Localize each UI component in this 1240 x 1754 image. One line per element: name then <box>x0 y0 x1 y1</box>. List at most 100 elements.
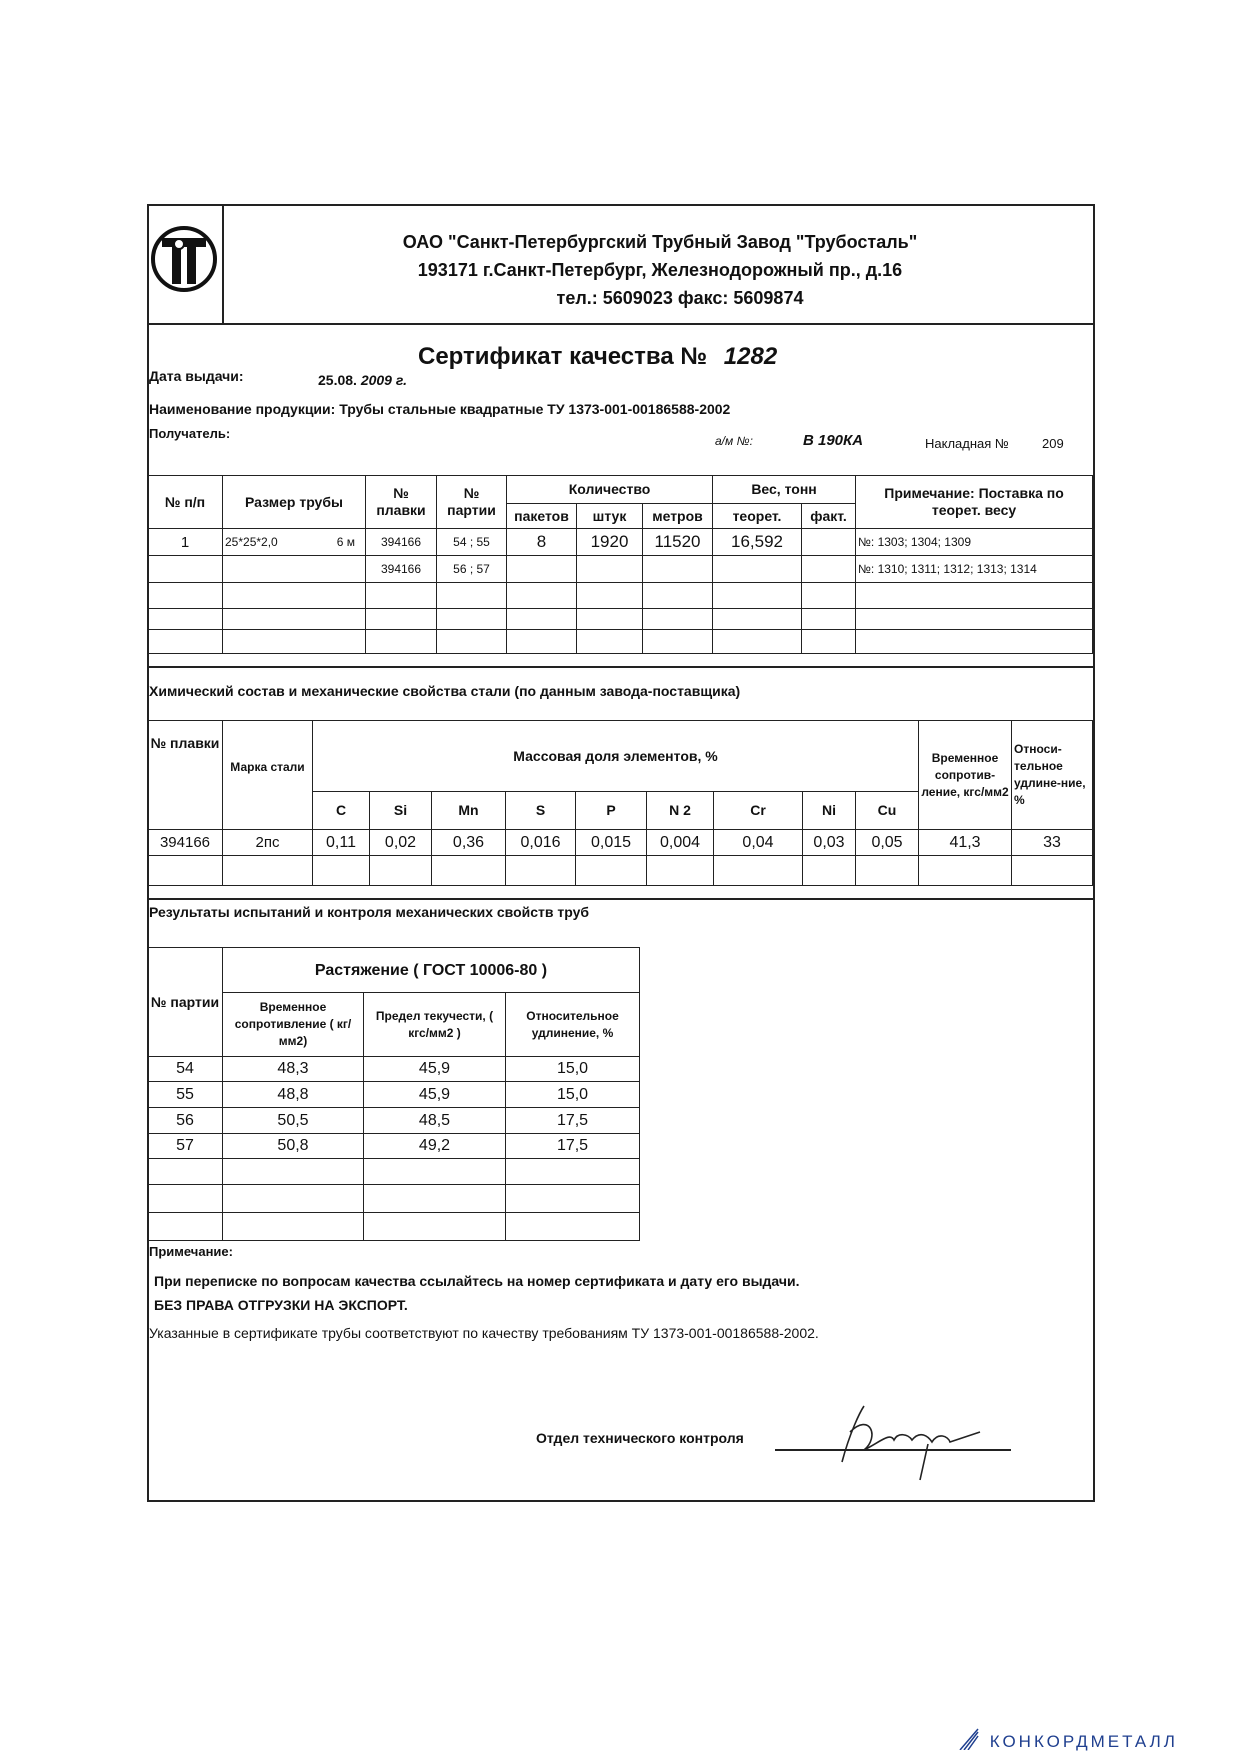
cell-element-value: 0,11 <box>312 829 370 856</box>
chem-title: Химический состав и механические свойств… <box>149 683 741 699</box>
col-tensile: Временное сопротив-ление, кгс/мм2 <box>918 720 1013 830</box>
table-row: 54 48,3 45,9 15,0 <box>147 1056 641 1082</box>
col-tension: Растяжение ( ГОСТ 10006-80 ) <box>221 947 641 993</box>
table-row: 394166 56 ; 57 №: 1310; 1311; 1312; 1313… <box>147 555 1094 583</box>
cell-size: 25*25*2,0 6 м <box>222 528 366 556</box>
date-label: Дата выдачи: <box>149 368 244 384</box>
table-row-empty <box>147 1212 641 1241</box>
watermark-brand: КОНКОРДМЕТАЛЛ <box>958 1728 1178 1752</box>
brand-text: КОНКОРДМЕТАЛЛ <box>989 1732 1178 1751</box>
cell-yield: 45,9 <box>363 1056 506 1082</box>
cell-elong: 15,0 <box>504 1056 641 1082</box>
note-line-2: БЕЗ ПРАВА ОТГРУЗКИ НА ЭКСПОРТ. <box>154 1297 408 1313</box>
cell-heat: 394166 <box>365 528 437 556</box>
date-day: 25.08. <box>318 372 357 388</box>
cell-tensile: 48,8 <box>222 1081 364 1108</box>
cell-lot: 54 ; 55 <box>436 528 507 556</box>
signature-label: Отдел технического контроля <box>536 1430 744 1446</box>
col-theor: теорет. <box>712 503 803 529</box>
length-value: 6 м <box>336 535 355 549</box>
title-text: Сертификат качества № <box>418 343 708 370</box>
cell-size <box>222 555 366 583</box>
cell-lot: 57 <box>147 1133 223 1159</box>
col-heat: № плавки <box>147 720 223 830</box>
cell-element-value: 0,015 <box>575 829 647 856</box>
invoice-number: 209 <box>1042 436 1064 451</box>
col-lot: № партии <box>436 475 507 529</box>
col-element: Ni <box>802 791 856 830</box>
date-value: 25.08. 2009 г. <box>318 372 407 388</box>
col-element: Mn <box>431 791 506 830</box>
table-row-empty <box>147 608 1094 630</box>
col-element: Si <box>369 791 432 830</box>
company-phone: тел.: 5609023 факс: 5609874 <box>556 288 804 308</box>
chemistry-table: № плавки Марка стали Массовая доля элеме… <box>147 720 1094 886</box>
certificate-number: 1282 <box>723 343 778 370</box>
col-element: S <box>505 791 576 830</box>
cell-meters: 11520 <box>641 528 714 556</box>
note-line-1: При переписке по вопросам качества ссыла… <box>154 1273 800 1289</box>
cell-element-value: 0,04 <box>713 829 803 856</box>
cell-no: 1 <box>147 528 223 556</box>
section-divider <box>147 666 1094 668</box>
section-divider <box>147 898 1094 900</box>
company-header: ОАО "Санкт-Петербургский Трубный Завод "… <box>230 228 1090 312</box>
cell-packages <box>506 555 577 583</box>
col-packages: пакетов <box>506 503 577 529</box>
col-weight: Вес, тонн <box>712 475 857 504</box>
col-quantity: Количество <box>505 475 714 504</box>
cell-note: №: 1310; 1311; 1312; 1313; 1314 <box>855 555 1094 583</box>
col-lot: № партии <box>147 947 223 1057</box>
table-row-empty <box>147 1184 641 1213</box>
col-elong: Относительное удлинение, % <box>504 992 641 1057</box>
recipient-label: Получатель: <box>149 426 231 441</box>
cell-note: №: 1303; 1304; 1309 <box>855 528 1094 556</box>
table-row: 1 25*25*2,0 6 м 394166 54 ; 55 8 1920 115… <box>147 528 1094 556</box>
cell-elong: 33 <box>1011 829 1094 856</box>
signature-icon <box>841 1405 981 1481</box>
table-row: 55 48,8 45,9 15,0 <box>147 1081 641 1108</box>
signature-line <box>775 1449 1011 1451</box>
col-heat: № плавки <box>365 475 437 529</box>
cell-tensile: 50,5 <box>222 1107 364 1134</box>
col-elong: Относи-тельное удлине-ние, % <box>1011 720 1094 830</box>
col-no: № п/п <box>147 475 223 529</box>
col-note: Примечание: Поставка по теорет. весу <box>855 475 1094 529</box>
col-element: C <box>312 791 370 830</box>
col-element: Cr <box>713 791 803 830</box>
shipment-table: № п/п Размер трубы № плавки № партии Кол… <box>147 475 1094 654</box>
cell-yield: 48,5 <box>363 1107 506 1134</box>
col-tensile: Временное сопротивление ( кг/мм2) <box>222 992 364 1057</box>
company-name: ОАО "Санкт-Петербургский Трубный Завод "… <box>402 232 918 252</box>
cell-element-value: 0,02 <box>369 829 432 856</box>
cell-meters <box>641 555 714 583</box>
col-element: N 2 <box>646 791 714 830</box>
date-year: 2009 г. <box>360 372 408 388</box>
cell-element-value: 0,36 <box>431 829 506 856</box>
trubostal-logo-icon <box>151 226 217 292</box>
cell-lot: 56 ; 57 <box>436 555 507 583</box>
cell-element-value: 0,016 <box>505 829 576 856</box>
cell-tensile: 48,3 <box>222 1056 364 1082</box>
cell-pieces <box>576 555 643 583</box>
cell-packages: 8 <box>506 528 577 556</box>
table-row: 57 50,8 49,2 17,5 <box>147 1133 641 1159</box>
col-size: Размер трубы <box>222 475 366 529</box>
cell-fact <box>801 555 857 583</box>
notes-label: Примечание: <box>149 1244 233 1259</box>
cell-pieces: 1920 <box>576 528 643 556</box>
col-yield: Предел текучести, ( кгс/мм2 ) <box>363 992 506 1057</box>
cell-fact <box>801 528 857 556</box>
cell-element-value: 0,004 <box>646 829 714 856</box>
col-pieces: штук <box>576 503 643 529</box>
note-line-3: Указанные в сертификате трубы соответств… <box>149 1325 819 1341</box>
table-row: 56 50,5 48,5 17,5 <box>147 1107 641 1134</box>
col-element: P <box>575 791 647 830</box>
certificate-title: Сертификат качества № 1282 <box>418 343 777 371</box>
company-address: 193171 г.Санкт-Петербург, Железнодорожны… <box>417 260 903 280</box>
table-row-empty <box>147 582 1094 609</box>
logo-cell <box>147 204 224 323</box>
table-row: 394166 2пс 0,11 0,02 0,36 0,016 0,015 0,004 0,… <box>147 829 1094 856</box>
size-value: 25*25*2,0 <box>225 535 278 549</box>
cell-heat: 394166 <box>147 829 223 856</box>
